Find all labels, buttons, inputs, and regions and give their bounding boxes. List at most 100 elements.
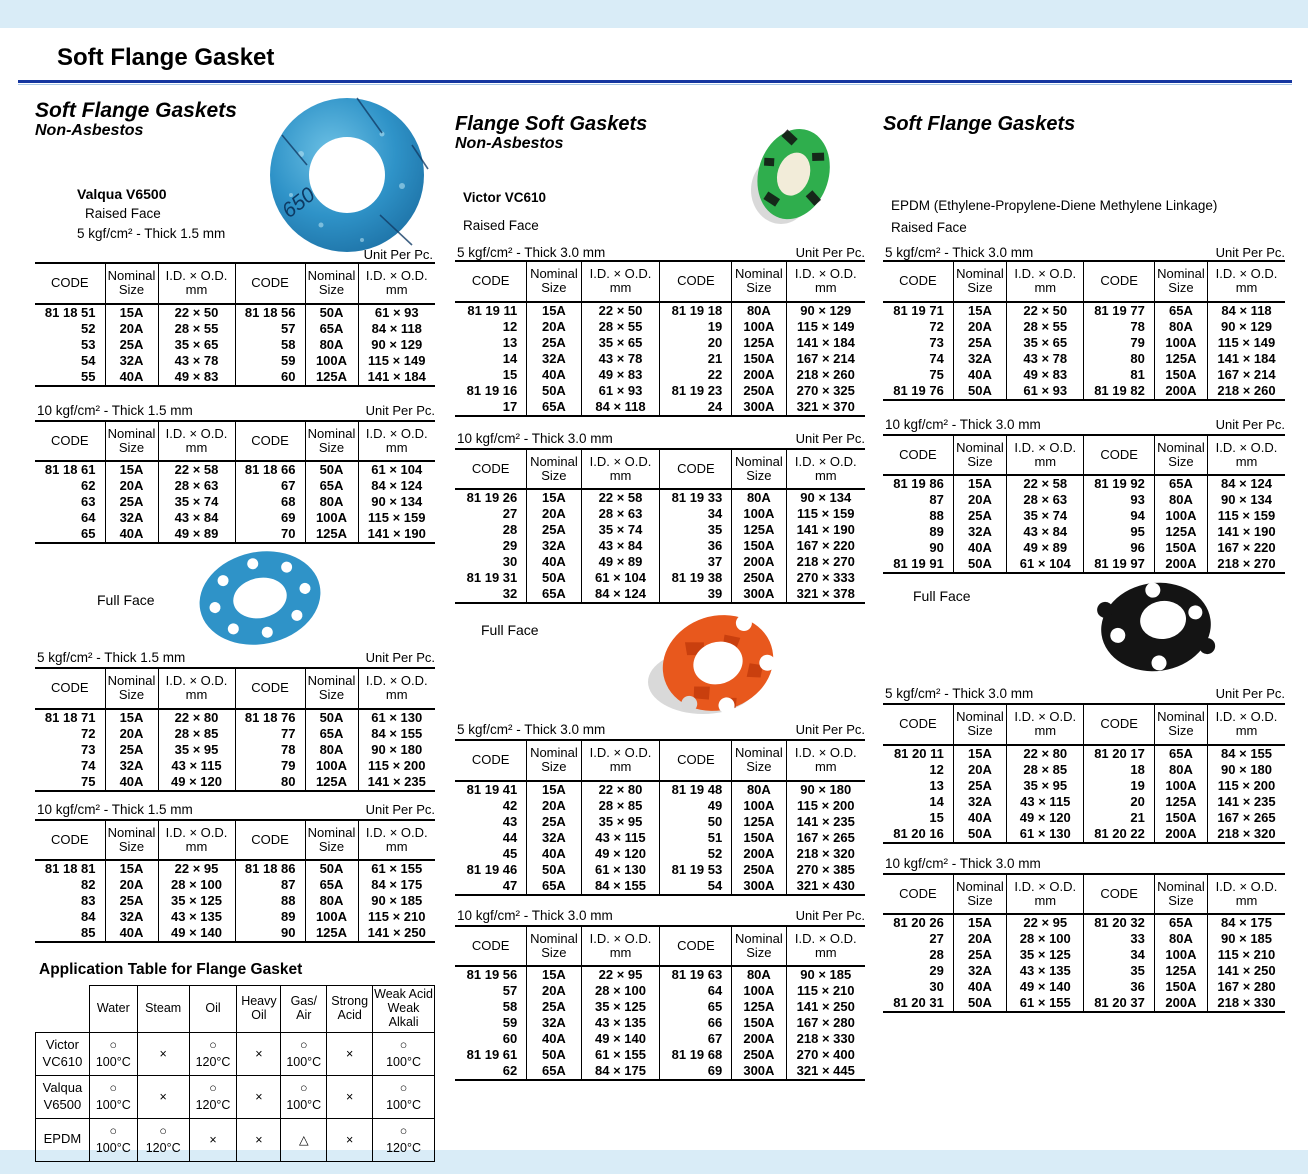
dim-cell: 43 × 84: [1006, 524, 1084, 541]
column-header: I.D. × O.D. mm: [157, 668, 235, 710]
code-cell: 72: [81, 725, 96, 741]
dim-cell: 90 × 134: [785, 489, 865, 507]
pressure-thickness-label: 5 kgf/cm² - Thick 1.5 mm: [37, 650, 186, 666]
code-cell: 81 18 86: [234, 860, 305, 878]
size-cell: 32A: [952, 793, 1007, 810]
code-cell: 77: [234, 725, 305, 742]
column-header: Nominal Size: [526, 448, 582, 491]
size-cell: 50A: [952, 556, 1007, 574]
dim-cell: 35 × 125: [1006, 947, 1084, 964]
dim-cell: 270 × 325: [785, 382, 865, 399]
dim-cell: 28 × 85: [157, 725, 235, 742]
dim-cell: 141 × 250: [357, 925, 435, 943]
size-cell: 25A: [526, 522, 582, 539]
size-cell: 20A: [526, 797, 582, 814]
dim-cell: 43 × 115: [1006, 793, 1084, 810]
dim-cell: 61 × 93: [580, 382, 660, 399]
dim-cell: 22 × 80: [1006, 744, 1084, 762]
size-cell: 200A: [1153, 382, 1208, 400]
table-row: 27 20A 28 × 100 33 80A 90 × 185: [883, 931, 1285, 948]
dim-cell: 167 × 214: [785, 350, 865, 367]
code-cell: 81 18 51: [44, 304, 96, 320]
gas-air-cell: ○ 100°C: [280, 1074, 328, 1119]
code-cell: 88: [234, 893, 305, 910]
size-cell: 80A: [1153, 931, 1208, 948]
size-table-raised-5kgf: CODE Nominal Size I.D. × O.D. mm CODE Nomina…: [883, 260, 1285, 401]
code-cell: 75: [929, 366, 944, 382]
size-cell: 50A: [304, 708, 358, 726]
table-row: 62 65A 84 × 175 69 300A 321 × 445: [455, 1063, 865, 1081]
code-cell: 44: [502, 829, 518, 845]
size-cell: 100A: [731, 983, 787, 1000]
size-cell: 150A: [1153, 540, 1208, 557]
code-cell: 52: [81, 320, 96, 336]
code-cell: 70: [234, 526, 305, 544]
code-cell: 88: [929, 508, 944, 524]
table-row: 13 25A 35 × 65 20 125A 141 × 184: [455, 334, 865, 351]
size-cell: 125A: [304, 925, 358, 943]
table-row: 81 18 71 15A 22 × 80 81 18 76 50A 61 × 130: [35, 708, 435, 726]
size-cell: 50A: [526, 1047, 582, 1064]
column-header: CODE: [455, 925, 527, 968]
size-cell: 32A: [526, 350, 582, 367]
dim-cell: 321 × 430: [785, 877, 865, 895]
column-header: I.D. × O.D. mm: [357, 819, 435, 862]
table-row: 53 25A 35 × 65 58 80A 90 × 129: [35, 336, 435, 353]
size-cell: 20A: [952, 761, 1007, 778]
dim-cell: 84 × 155: [357, 725, 435, 742]
dim-cell: 35 × 65: [1006, 334, 1084, 351]
column-header: Nominal Size: [526, 261, 582, 303]
size-cell: 100A: [731, 318, 787, 335]
dim-cell: 28 × 55: [580, 318, 660, 335]
size-cell: 15A: [104, 860, 158, 878]
size-cell: 200A: [731, 1031, 787, 1048]
code-cell: 81 20 37: [1083, 995, 1155, 1013]
dim-cell: 35 × 74: [1006, 508, 1084, 525]
size-cell: 80A: [304, 893, 358, 910]
size-cell: 25A: [104, 741, 158, 758]
pressure-thickness-label: 5 kgf/cm² - Thick 3.0 mm: [457, 722, 606, 738]
code-cell: 78: [234, 741, 305, 758]
code-cell: 81 19 11: [467, 302, 518, 318]
code-cell: 35: [1083, 963, 1155, 980]
dim-cell: 321 × 378: [785, 586, 865, 604]
dim-cell: 61 × 104: [580, 570, 660, 587]
code-cell: 42: [502, 797, 518, 813]
dim-cell: 218 × 260: [1207, 382, 1285, 400]
size-cell: 32A: [952, 963, 1007, 980]
size-cell: 65A: [1153, 475, 1208, 493]
heavy-oil-cell: ×: [236, 1117, 282, 1162]
dim-cell: 49 × 120: [157, 773, 235, 791]
size-cell: 32A: [526, 1015, 582, 1032]
pressure-thickness-label: 10 kgf/cm² - Thick 3.0 mm: [885, 855, 1041, 871]
water-cell: ○ 100°C: [88, 1031, 138, 1076]
column-header: I.D. × O.D. mm: [1207, 704, 1285, 746]
column-header: Nominal Size: [731, 740, 787, 782]
table-row: 89 32A 43 × 84 95 125A 141 × 190: [883, 524, 1285, 541]
section-title: Soft Flange Gaskets: [883, 113, 1076, 135]
table-row: 42 20A 28 × 85 49 100A 115 × 200: [455, 797, 865, 814]
dim-cell: 167 × 265: [1207, 809, 1285, 826]
dim-cell: 115 × 210: [1207, 947, 1285, 964]
size-cell: 25A: [952, 334, 1007, 351]
size-cell: 200A: [1153, 995, 1208, 1013]
code-cell: 64: [81, 510, 96, 526]
table-row: 81 19 76 50A 61 × 93 81 19 82 200A 218 × 260: [883, 382, 1285, 400]
steam-cell: ○ 120°C: [136, 1117, 190, 1162]
dim-cell: 61 × 104: [357, 461, 435, 479]
dim-cell: 90 × 129: [785, 301, 865, 319]
column-header: CODE: [883, 704, 954, 746]
column-header: I.D. × O.D. mm: [785, 740, 865, 782]
code-cell: 90: [234, 925, 305, 943]
size-cell: 25A: [952, 947, 1007, 964]
size-cell: 20A: [952, 492, 1007, 509]
dim-cell: 115 × 149: [1207, 334, 1285, 351]
dim-cell: 115 × 200: [785, 797, 865, 814]
dim-cell: 61 × 155: [580, 1047, 660, 1064]
dim-cell: 84 × 155: [1207, 744, 1285, 762]
dim-cell: 84 × 175: [357, 877, 435, 894]
table-row: 81 19 11 15A 22 × 50 81 19 18 80A 90 × 129: [455, 301, 865, 319]
column-victor-vc610: Flange Soft Gaskets Non-Asbestos Vic: [455, 114, 865, 1082]
code-cell: 33: [1083, 931, 1155, 948]
size-cell: 15A: [526, 966, 582, 984]
